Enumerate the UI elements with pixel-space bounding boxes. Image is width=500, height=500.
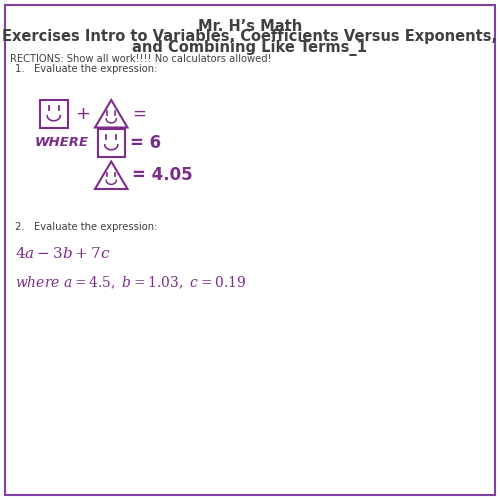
Text: WHERE: WHERE [35,136,89,149]
Text: $where\ a=4.5,\ b=1.03,\ c=0.19$: $where\ a=4.5,\ b=1.03,\ c=0.19$ [15,275,246,291]
Text: 2.   Evaluate the expression:: 2. Evaluate the expression: [15,222,158,232]
Text: +: + [75,105,90,122]
Text: Mr. H’s Math: Mr. H’s Math [198,19,302,34]
Text: = 4.05: = 4.05 [132,166,193,184]
Text: RECTIONS: Show all work!!!! No calculators allowed!: RECTIONS: Show all work!!!! No calculato… [10,54,272,64]
Text: = 6: = 6 [130,134,161,152]
Text: Exercises Intro to Variables, Coefficients Versus Exponents,: Exercises Intro to Variables, Coefficien… [2,29,498,44]
Bar [40,100,68,128]
Text: and Combining Like Terms_1: and Combining Like Terms_1 [132,40,368,56]
Text: =: = [132,105,146,122]
Text: 1.   Evaluate the expression:: 1. Evaluate the expression: [15,64,158,74]
Bar [98,129,125,156]
Text: $4a-3b+7c$: $4a-3b+7c$ [15,246,110,262]
